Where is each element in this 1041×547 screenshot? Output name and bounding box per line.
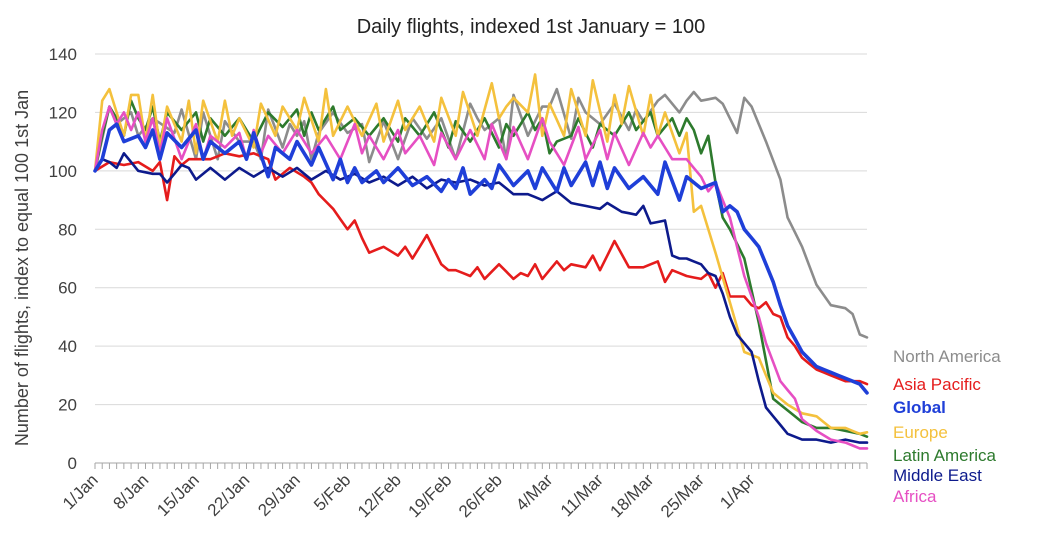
x-tick-label: 29/Jan <box>254 470 304 520</box>
x-tick-label: 1/Jan <box>59 470 102 513</box>
series-label-africa: Africa <box>893 487 937 506</box>
y-axis-label: Number of flights, index to equal 100 1s… <box>12 90 32 446</box>
x-tick-label: 26/Feb <box>455 470 506 521</box>
y-tick-label: 0 <box>68 454 77 473</box>
x-tick-label: 11/Mar <box>557 470 607 520</box>
series-line-global <box>93 122 869 395</box>
x-tick-label: 12/Feb <box>354 470 405 521</box>
y-tick-label: 20 <box>58 396 77 415</box>
y-tick-label: 40 <box>58 337 77 356</box>
x-tick-label: 19/Feb <box>404 470 455 521</box>
y-tick-label: 140 <box>49 45 77 64</box>
series-label-latin-america: Latin America <box>893 446 997 465</box>
series-lines <box>93 73 869 450</box>
x-tick-label: 18/Mar <box>607 470 658 521</box>
series-label-north-america: North America <box>893 347 1001 366</box>
series-label-global: Global <box>893 398 946 417</box>
series-label-asia-pacific: Asia Pacific <box>893 375 981 394</box>
series-label-middle-east: Middle East <box>893 466 982 485</box>
x-tick-label: 5/Feb <box>310 470 354 514</box>
x-tick-label: 15/Jan <box>153 470 203 520</box>
x-tick-label: 8/Jan <box>109 470 152 513</box>
x-tick-label: 22/Jan <box>204 470 254 520</box>
x-tick-label: 1/Apr <box>716 470 758 512</box>
series-line-europe <box>93 73 869 436</box>
series-labels: North America Asia Pacific Global Europe Lat… <box>893 347 1001 506</box>
y-tick-label: 60 <box>58 279 77 298</box>
series-label-europe: Europe <box>893 423 948 442</box>
y-tick-label: 120 <box>49 103 77 122</box>
x-tick-label: 4/Mar <box>512 470 556 514</box>
chart-title: Daily flights, indexed 1st January = 100 <box>357 16 706 38</box>
series-line-africa <box>93 105 869 450</box>
series-line-asia-pacific <box>93 152 869 386</box>
y-tick-label: 100 <box>49 162 77 181</box>
y-tick-label: 80 <box>58 220 77 239</box>
x-tick-label: 25/Mar <box>657 470 708 521</box>
